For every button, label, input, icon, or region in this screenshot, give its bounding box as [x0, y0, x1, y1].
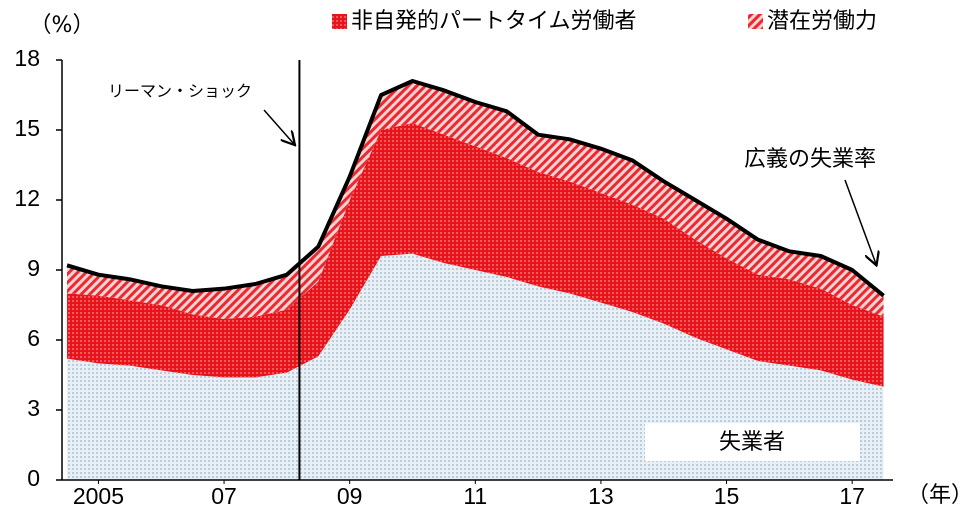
- y-tick-label: 18: [14, 45, 40, 71]
- y-tick-label: 15: [14, 115, 40, 141]
- legend-swatch: [748, 14, 763, 29]
- y-tick-label: 6: [27, 325, 40, 351]
- y-tick-label: 0: [27, 465, 40, 491]
- total-line: [66, 79, 885, 298]
- arrow: [263, 109, 294, 144]
- area-label: 失業者: [719, 430, 785, 455]
- x-tick-label: 2005: [73, 483, 124, 509]
- x-tick-label: 17: [839, 483, 865, 509]
- x-unit-label: （年）: [907, 483, 970, 508]
- x-tick-label: 09: [337, 483, 363, 509]
- arrow: [844, 179, 876, 264]
- y-tick-label: 12: [14, 185, 40, 211]
- annotation: リーマン・ショック: [108, 82, 252, 101]
- legend-label: 潜在労働力: [767, 9, 877, 34]
- y-tick-label: 3: [27, 395, 40, 421]
- area: [67, 81, 884, 319]
- x-tick-label: 11: [463, 483, 487, 509]
- line-label: 広義の失業率: [744, 147, 876, 172]
- x-tick-label: 15: [714, 483, 740, 509]
- legend-swatch: [332, 14, 347, 29]
- unit-label: （%）: [30, 13, 95, 38]
- legend-label: 非自発的パートタイム労働者: [351, 9, 637, 34]
- label-box: [645, 423, 860, 461]
- y-tick-label: 9: [27, 255, 40, 281]
- x-tick-label: 13: [588, 483, 614, 509]
- x-tick-label: 07: [211, 483, 237, 509]
- area: [67, 123, 884, 387]
